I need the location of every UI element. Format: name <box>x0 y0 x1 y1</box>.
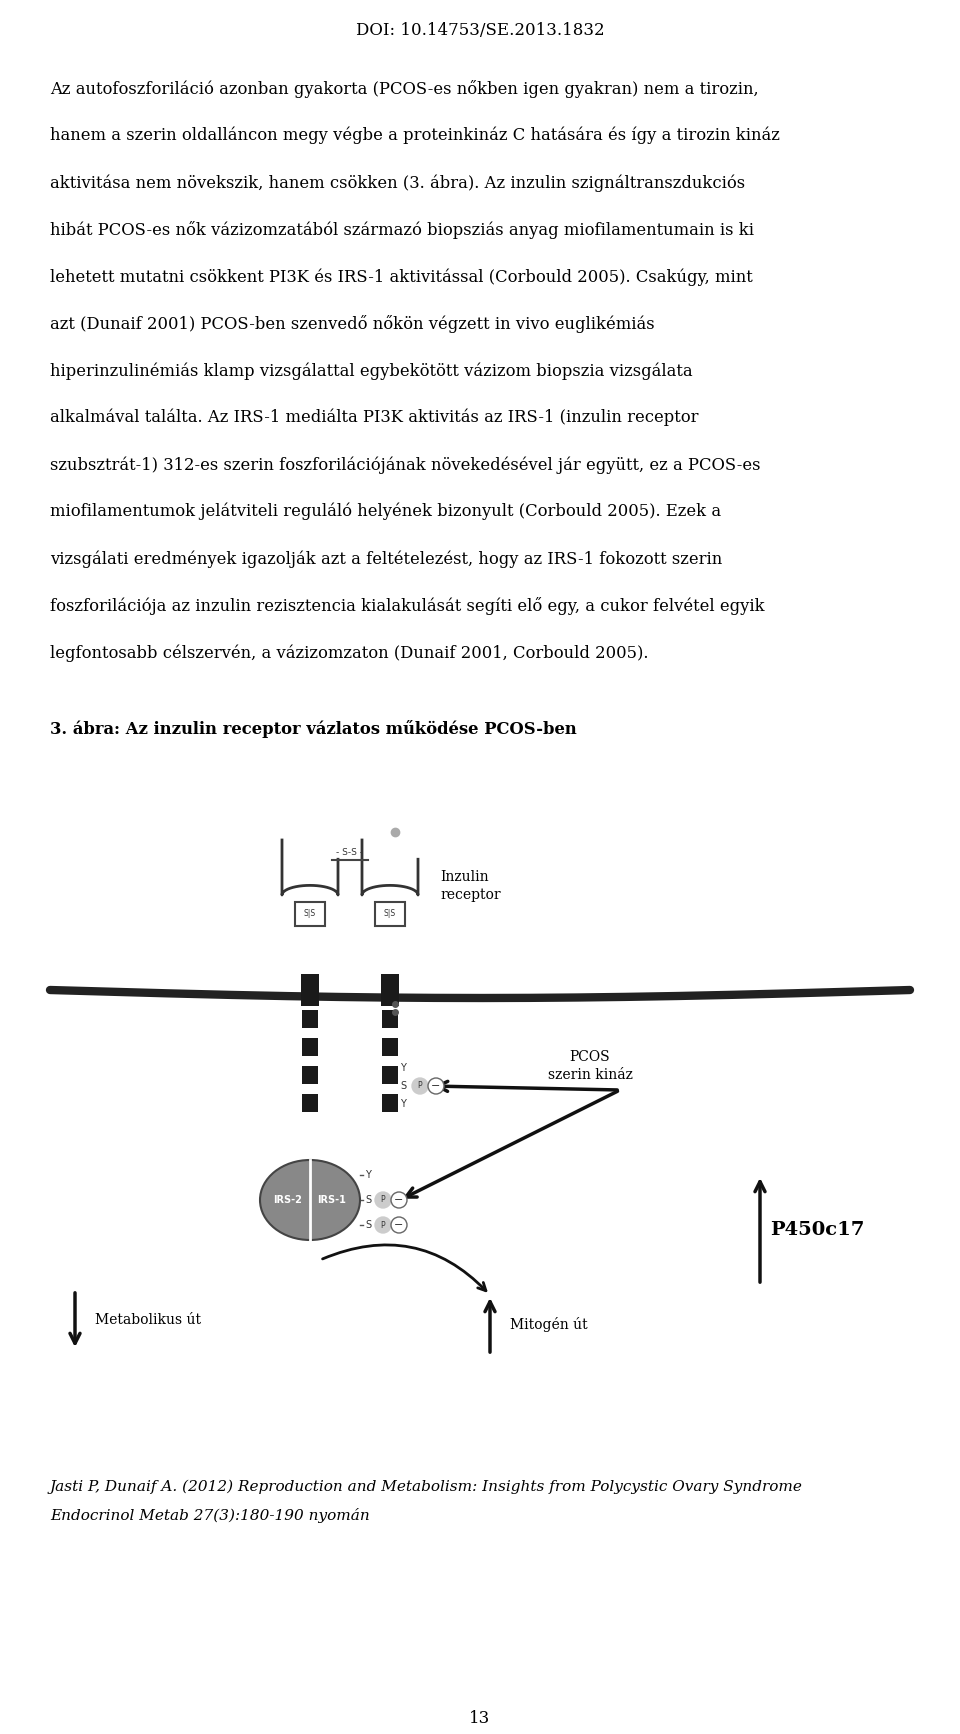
Text: P: P <box>381 1221 385 1229</box>
Text: S: S <box>365 1221 372 1229</box>
Text: PCOS
szerin kináz: PCOS szerin kináz <box>547 1051 633 1082</box>
Text: Inzulin
receptor: Inzulin receptor <box>440 870 500 902</box>
Text: lehetett mutatni csökkent PI3K és IRS-1 aktivitással (Corbould 2005). Csakúgy, m: lehetett mutatni csökkent PI3K és IRS-1 … <box>50 269 753 286</box>
Text: DOI: 10.14753/SE.2013.1832: DOI: 10.14753/SE.2013.1832 <box>356 23 604 38</box>
Text: S|S: S|S <box>304 910 316 919</box>
Text: Metabolikus út: Metabolikus út <box>95 1313 201 1327</box>
Text: miofilamentumok jelátviteli reguláló helyének bizonyult (Corbould 2005). Ezek a: miofilamentumok jelátviteli reguláló hel… <box>50 503 721 520</box>
Text: Mitogén út: Mitogén út <box>510 1318 588 1332</box>
Circle shape <box>375 1191 391 1209</box>
Text: P: P <box>418 1082 422 1091</box>
Text: 13: 13 <box>469 1710 491 1727</box>
Bar <box>295 902 325 926</box>
Text: hibát PCOS-es nők vázizomzatából származó biopsziás anyag miofilamentumain is ki: hibát PCOS-es nők vázizomzatából származ… <box>50 220 754 239</box>
Bar <box>382 1094 398 1111</box>
Text: Endocrinol Metab 27(3):180-190 nyomán: Endocrinol Metab 27(3):180-190 nyomán <box>50 1509 370 1522</box>
Text: hanem a szerin oldalláncon megy végbe a proteinkináz C hatására és így a tirozin: hanem a szerin oldalláncon megy végbe a … <box>50 127 780 144</box>
Text: Jasti P, Dunaif A. (2012) Reproduction and Metabolism: Insights from Polycystic : Jasti P, Dunaif A. (2012) Reproduction a… <box>50 1481 803 1495</box>
Text: S|S: S|S <box>384 910 396 919</box>
Text: foszforilációja az inzulin rezisztencia kialakulását segíti elő egy, a cukor fel: foszforilációja az inzulin rezisztencia … <box>50 596 764 616</box>
Text: S: S <box>400 1080 406 1091</box>
Text: azt (Dunaif 2001) PCOS-ben szenvedő nőkön végzett in vivo euglikémiás: azt (Dunaif 2001) PCOS-ben szenvedő nőkö… <box>50 316 655 333</box>
Text: P450c17: P450c17 <box>770 1221 864 1240</box>
Text: 3. ábra: Az inzulin receptor vázlatos működése PCOS-ben: 3. ábra: Az inzulin receptor vázlatos mű… <box>50 720 577 739</box>
Bar <box>382 1039 398 1056</box>
Bar <box>302 1039 318 1056</box>
Circle shape <box>412 1079 428 1094</box>
Text: Y: Y <box>365 1170 371 1181</box>
Ellipse shape <box>260 1160 360 1240</box>
Text: szubsztrát-1) 312-es szerin foszforilációjának növekedésével jár együtt, ez a PC: szubsztrát-1) 312-es szerin foszforiláci… <box>50 456 760 473</box>
Circle shape <box>428 1079 444 1094</box>
Text: Az autofoszforiláció azonban gyakorta (PCOS-es nőkben igen gyakran) nem a tirozi: Az autofoszforiláció azonban gyakorta (P… <box>50 80 758 99</box>
Text: Y: Y <box>400 1099 406 1110</box>
Text: −: − <box>395 1195 404 1205</box>
Text: IRS-1: IRS-1 <box>318 1195 347 1205</box>
Bar <box>301 975 319 1006</box>
Text: −: − <box>431 1080 441 1091</box>
Text: - S-S -: - S-S - <box>337 848 364 857</box>
Circle shape <box>375 1217 391 1233</box>
Bar <box>302 1094 318 1111</box>
Bar <box>382 1009 398 1028</box>
Text: legfontosabb célszervén, a vázizomzaton (Dunaif 2001, Corbould 2005).: legfontosabb célszervén, a vázizomzaton … <box>50 643 649 661</box>
Bar <box>302 1009 318 1028</box>
Text: P: P <box>381 1195 385 1205</box>
Text: hiperinzulinémiás klamp vizsgálattal egybekötött vázizom biopszia vizsgálata: hiperinzulinémiás klamp vizsgálattal egy… <box>50 362 692 380</box>
Bar <box>375 902 405 926</box>
Text: alkalmával találta. Az IRS-1 mediálta PI3K aktivitás az IRS-1 (inzulin receptor: alkalmával találta. Az IRS-1 mediálta PI… <box>50 409 699 427</box>
Text: −: − <box>395 1221 404 1229</box>
Text: Y: Y <box>400 1063 406 1073</box>
Text: S: S <box>365 1195 372 1205</box>
Text: aktivitása nem növekszik, hanem csökken (3. ábra). Az inzulin szignáltranszdukci: aktivitása nem növekszik, hanem csökken … <box>50 173 745 191</box>
Circle shape <box>391 1191 407 1209</box>
Circle shape <box>391 1217 407 1233</box>
Bar <box>302 1066 318 1084</box>
Bar <box>381 975 399 1006</box>
Text: vizsgálati eredmények igazolják azt a feltételezést, hogy az IRS-1 fokozott szer: vizsgálati eredmények igazolják azt a fe… <box>50 550 722 567</box>
Text: IRS-2: IRS-2 <box>274 1195 302 1205</box>
Bar <box>382 1066 398 1084</box>
